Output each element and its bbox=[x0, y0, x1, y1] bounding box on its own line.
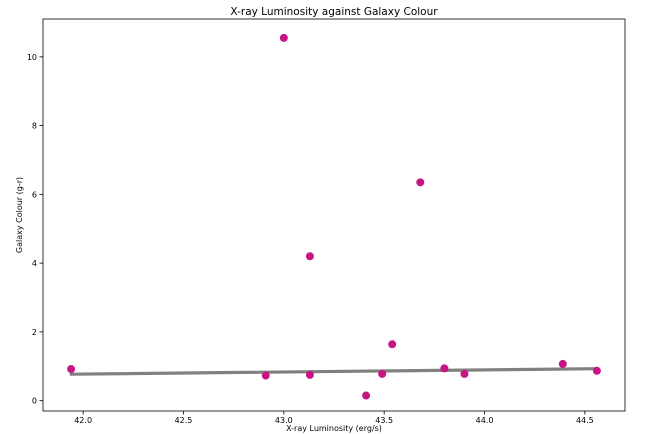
x-tick-label: 44.5 bbox=[576, 416, 594, 425]
fit-line bbox=[69, 367, 599, 376]
y-tick-label: 8 bbox=[32, 122, 37, 131]
chart-title: X-ray Luminosity against Galaxy Colour bbox=[230, 6, 438, 18]
data-point bbox=[558, 359, 567, 368]
x-tick-label: 42.5 bbox=[175, 416, 193, 425]
data-point bbox=[592, 366, 601, 375]
plot-frame bbox=[42, 18, 626, 412]
y-tick-label: 0 bbox=[32, 397, 37, 406]
data-point bbox=[388, 340, 397, 349]
y-tick-label: 6 bbox=[32, 190, 37, 199]
y-axis-label: Galaxy Colour (g-r) bbox=[15, 177, 24, 253]
x-tick-label: 43.0 bbox=[275, 416, 293, 425]
data-point bbox=[261, 371, 270, 380]
data-point bbox=[305, 370, 314, 379]
x-tick-label: 42.0 bbox=[74, 416, 92, 425]
x-tick-label: 43.5 bbox=[375, 416, 393, 425]
x-axis-label: X-ray Luminosity (erg/s) bbox=[286, 424, 382, 433]
y-tick-label: 10 bbox=[27, 53, 37, 62]
data-point bbox=[67, 365, 76, 374]
data-point bbox=[378, 369, 387, 378]
y-tick-label: 2 bbox=[32, 328, 37, 337]
data-point bbox=[416, 178, 425, 187]
x-tick-label: 44.0 bbox=[476, 416, 494, 425]
data-point bbox=[305, 252, 314, 261]
data-point bbox=[460, 369, 469, 378]
data-point bbox=[440, 364, 449, 373]
data-point bbox=[362, 391, 371, 400]
data-point bbox=[279, 33, 288, 42]
y-tick-label: 4 bbox=[32, 259, 37, 268]
